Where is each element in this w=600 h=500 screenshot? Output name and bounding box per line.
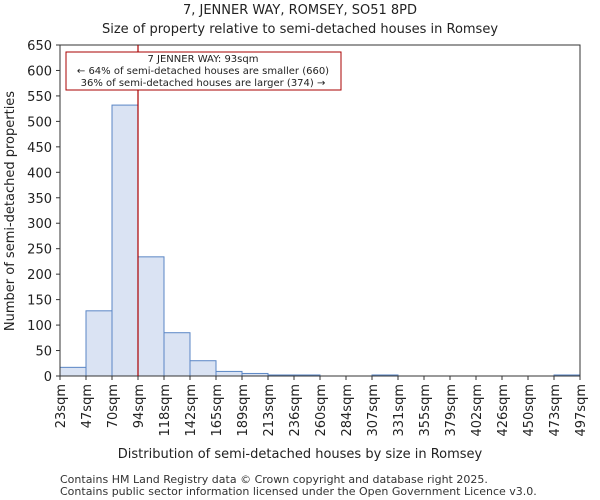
y-tick-label: 600 — [27, 64, 52, 79]
x-tick-label: 331sqm — [392, 384, 407, 437]
chart-subtitle: Size of property relative to semi-detach… — [102, 22, 498, 37]
bars — [59, 104, 581, 377]
y-tick-label: 500 — [27, 115, 52, 130]
annotation-line-3: 36% of semi-detached houses are larger (… — [81, 78, 326, 89]
y-tick-label: 200 — [27, 268, 52, 283]
footer-line-2: Contains public sector information licen… — [60, 485, 537, 498]
x-tick-label: 142sqm — [184, 384, 199, 437]
plot-frame — [59, 44, 581, 377]
x-tick-label: 236sqm — [288, 384, 303, 437]
x-tick-label: 213sqm — [262, 384, 277, 437]
x-tick-label: 260sqm — [314, 384, 329, 437]
y-tick-label: 50 — [35, 345, 52, 360]
bar — [189, 360, 217, 377]
annotation-border — [65, 51, 342, 91]
y-tick-label: 650 — [27, 39, 52, 54]
y-tick-label: 250 — [27, 243, 52, 258]
bar — [137, 256, 165, 377]
x-tick-label: 284sqm — [340, 384, 355, 437]
x-tick-label: 379sqm — [444, 384, 459, 437]
x-tick-label: 355sqm — [418, 384, 433, 437]
y-tick-label: 350 — [27, 192, 52, 207]
y-tick-label: 450 — [27, 141, 52, 156]
x-tick-label: 23sqm — [54, 384, 69, 428]
y-axis-label: Number of semi-detached properties — [3, 91, 18, 331]
y-tick-label: 100 — [27, 319, 52, 334]
x-tick-label: 450sqm — [522, 384, 537, 437]
y-tick-label: 150 — [27, 294, 52, 309]
x-tick-label: 473sqm — [548, 384, 563, 437]
y-tick-label: 300 — [27, 217, 52, 232]
bar — [215, 370, 243, 377]
x-axis-ticks: 23sqm 47sqm 70sqm 94sqm 118sqm 142sqm 165sqm 18… — [54, 376, 589, 437]
footer-line-1: Contains HM Land Registry data © Crown c… — [60, 473, 488, 486]
x-tick-label: 189sqm — [236, 384, 251, 437]
annotation-box: 7 JENNER WAY: 93sqm ← 64% of semi-detach… — [65, 51, 342, 91]
x-tick-label: 118sqm — [158, 384, 173, 437]
annotation-line-1: 7 JENNER WAY: 93sqm — [148, 54, 259, 65]
x-tick-label: 426sqm — [496, 384, 511, 437]
y-tick-label: 550 — [27, 90, 52, 105]
bar — [111, 104, 139, 377]
x-tick-label: 94sqm — [132, 384, 147, 428]
y-tick-label: 400 — [27, 166, 52, 181]
x-tick-label: 47sqm — [80, 384, 95, 428]
bar — [163, 332, 191, 377]
x-tick-label: 307sqm — [366, 384, 381, 437]
annotation-line-2: ← 64% of semi-detached houses are smalle… — [77, 66, 329, 77]
x-tick-label: 165sqm — [210, 384, 225, 437]
bar — [85, 310, 113, 377]
x-tick-label: 70sqm — [106, 384, 121, 428]
y-tick-label: 0 — [44, 370, 52, 385]
x-tick-label: 497sqm — [574, 384, 589, 437]
x-tick-label: 402sqm — [470, 384, 485, 437]
y-axis-ticks: 0 50 100 150 200 250 300 350 400 450 500 550 600 650 — [27, 39, 60, 385]
bar — [59, 366, 87, 377]
chart-title: 7, JENNER WAY, ROMSEY, SO51 8PD — [183, 3, 417, 18]
x-axis-label: Distribution of semi-detached houses by … — [118, 447, 483, 462]
